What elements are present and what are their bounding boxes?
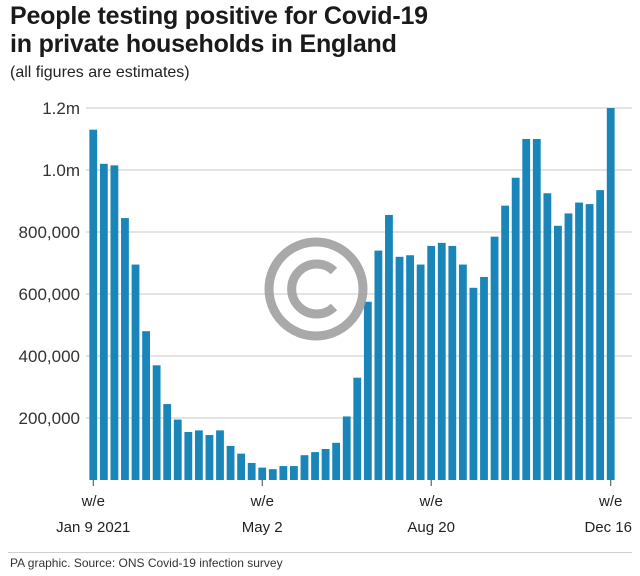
bar	[184, 431, 193, 480]
bar	[216, 430, 224, 480]
bar	[121, 218, 129, 481]
bar	[458, 264, 467, 480]
x-tick-label-line1: w/e	[598, 493, 622, 510]
x-axis-labels: w/e Jan 9 2021 w/e May 2 w/e Aug 20 w/e Dec 16	[56, 480, 632, 536]
y-tick-label: 200,000	[19, 409, 80, 428]
bar	[490, 236, 499, 480]
bar	[385, 214, 393, 480]
bar	[363, 301, 372, 480]
x-tick-label-line2: Dec 16	[584, 519, 632, 536]
bar	[606, 108, 615, 480]
bar	[342, 416, 351, 480]
bar	[311, 452, 319, 480]
bar	[194, 430, 203, 480]
bar	[511, 177, 520, 480]
bar	[395, 256, 404, 480]
bar	[205, 435, 214, 480]
x-tick-label-line1: w/e	[250, 493, 274, 510]
x-tick-label-line2: Aug 20	[407, 519, 455, 536]
x-tick-label-line2: May 2	[242, 519, 283, 536]
bar	[501, 205, 510, 480]
bar	[374, 250, 383, 480]
bar	[142, 331, 150, 480]
y-tick-label: 400,000	[19, 347, 80, 366]
bar	[279, 466, 288, 480]
bar	[152, 365, 161, 480]
chart-title: People testing positive for Covid-19 in …	[10, 2, 630, 58]
chart-title-line2: in private households in England	[10, 30, 397, 58]
bar	[469, 287, 478, 480]
y-tick-label: 1.2m	[42, 99, 80, 118]
bar	[226, 445, 235, 480]
bar	[173, 419, 182, 480]
bar	[543, 193, 552, 480]
bar	[321, 449, 330, 480]
bar	[258, 467, 267, 480]
y-tick-label: 1.0m	[42, 161, 80, 180]
bar	[596, 190, 605, 480]
bar	[332, 442, 341, 480]
bars	[89, 108, 615, 481]
bar	[353, 377, 362, 480]
bar	[554, 225, 562, 480]
bar	[268, 469, 277, 480]
y-axis-labels: 200,000 400,000 600,000 800,000 1.0m 1.2m	[19, 99, 80, 428]
bar	[585, 204, 594, 480]
bar	[416, 264, 425, 480]
bar	[247, 462, 256, 480]
bar-chart: 200,000 400,000 600,000 800,000 1.0m 1.2m w/e…	[19, 99, 632, 536]
bar	[163, 404, 172, 480]
chart-title-line1: People testing positive for Covid-19	[10, 2, 428, 30]
y-tick-label: 800,000	[19, 223, 80, 242]
chart-subtitle: (all figures are estimates)	[10, 64, 190, 81]
footer-divider	[8, 552, 632, 553]
y-tick-label: 600,000	[19, 285, 80, 304]
copyright-icon	[264, 237, 368, 341]
bar	[522, 139, 531, 480]
x-tick-label-line1: w/e	[419, 493, 443, 510]
bar	[131, 264, 140, 480]
bar	[89, 129, 98, 480]
bar	[575, 202, 583, 481]
bar	[532, 139, 541, 480]
bar	[237, 453, 246, 480]
bar	[110, 165, 119, 480]
x-tick-label-line2: Jan 9 2021	[56, 519, 130, 536]
bar	[427, 245, 436, 480]
bar	[99, 163, 108, 481]
bar	[480, 276, 488, 480]
bar	[406, 255, 414, 480]
bar	[290, 466, 298, 480]
bar	[437, 242, 446, 480]
bar	[564, 213, 573, 480]
source-note: PA graphic. Source: ONS Covid-19 infecti…	[10, 556, 283, 570]
x-tick-label-line1: w/e	[81, 493, 105, 510]
bar	[448, 245, 457, 480]
bar	[300, 455, 309, 480]
